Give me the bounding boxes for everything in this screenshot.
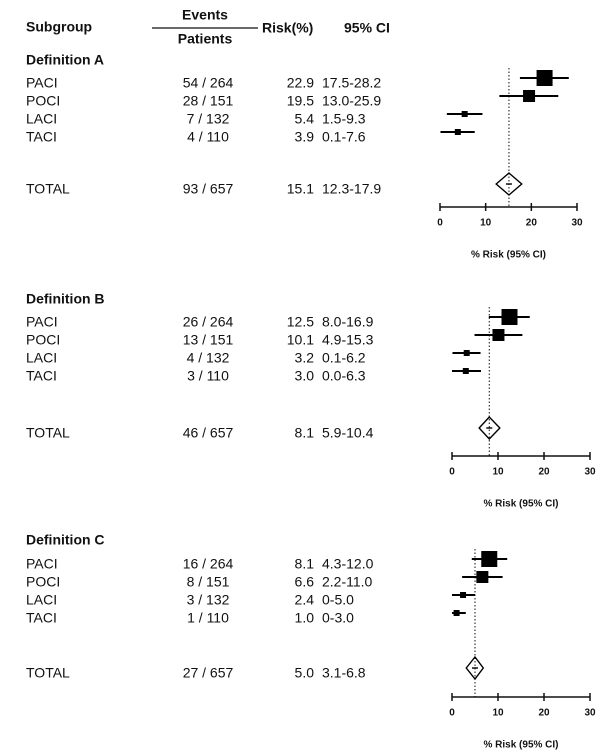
events-label: 93 / 657 <box>183 181 234 197</box>
ci-label: 0.1-7.6 <box>322 129 366 145</box>
events-label: 26 / 264 <box>183 314 234 330</box>
subgroup-label: PACI <box>26 556 58 572</box>
events-label: 4 / 132 <box>187 350 230 366</box>
risk-label: 3.9 <box>295 129 315 145</box>
x-tick-label: 30 <box>584 467 596 478</box>
ci-label: 0-5.0 <box>322 592 354 608</box>
header-subgroup: Subgroup <box>26 19 92 35</box>
ci-label: 0-3.0 <box>322 610 354 626</box>
risk-label: 3.2 <box>295 350 315 366</box>
x-tick-label: 20 <box>526 218 538 229</box>
events-label: 16 / 264 <box>183 556 234 572</box>
ci-label: 4.3-12.0 <box>322 556 374 572</box>
point-estimate <box>501 309 518 325</box>
subgroup-label: POCI <box>26 574 60 590</box>
subgroup-label: TACI <box>26 610 57 626</box>
events-label: 27 / 657 <box>183 665 234 681</box>
risk-label: 5.0 <box>295 665 315 681</box>
risk-label: 15.1 <box>287 181 314 197</box>
x-tick-label: 10 <box>480 218 492 229</box>
ci-label: 3.1-6.8 <box>322 665 366 681</box>
ci-label: 0.1-6.2 <box>322 350 366 366</box>
panel-title: Definition B <box>26 291 105 307</box>
subgroup-label: LACI <box>26 350 57 366</box>
x-tick-label: 10 <box>492 467 504 478</box>
ci-label: 8.0-16.9 <box>322 314 374 330</box>
events-label: 8 / 151 <box>187 574 230 590</box>
ci-label: 2.2-11.0 <box>322 574 373 590</box>
subgroup-label: TACI <box>26 129 57 145</box>
x-tick-label: 20 <box>538 467 550 478</box>
risk-label: 6.6 <box>295 574 315 590</box>
total-diamond <box>495 172 523 196</box>
subgroup-label: TOTAL <box>26 665 70 681</box>
subgroup-label: TACI <box>26 368 57 384</box>
ci-label: 13.0-25.9 <box>322 93 381 109</box>
subgroup-label: POCI <box>26 93 60 109</box>
subgroup-label: LACI <box>26 592 57 608</box>
x-tick-label: 10 <box>492 708 504 719</box>
events-label: 28 / 151 <box>183 93 234 109</box>
point-estimate <box>481 551 498 567</box>
x-tick-label: 30 <box>584 708 596 719</box>
x-tick-label: 0 <box>449 708 455 719</box>
events-label: 4 / 110 <box>187 129 229 145</box>
subgroup-label: TOTAL <box>26 181 70 197</box>
subgroup-label: PACI <box>26 314 58 330</box>
point-estimate <box>462 368 469 374</box>
point-estimate <box>492 329 505 341</box>
risk-label: 8.1 <box>295 425 315 441</box>
subgroup-label: LACI <box>26 111 57 127</box>
point-estimate <box>453 610 460 616</box>
risk-label: 22.9 <box>287 75 314 91</box>
ci-label: 5.9-10.4 <box>322 425 374 441</box>
point-estimate <box>463 350 470 356</box>
point-estimate <box>461 111 468 117</box>
header-events: Events <box>182 7 228 23</box>
risk-label: 8.1 <box>295 556 315 572</box>
x-axis-label: % Risk (95% CI) <box>471 250 546 261</box>
subgroup-label: PACI <box>26 75 58 91</box>
panel-title: Definition A <box>26 52 104 68</box>
risk-label: 19.5 <box>287 93 314 109</box>
risk-label: 10.1 <box>287 332 314 348</box>
events-label: 54 / 264 <box>183 75 234 91</box>
x-tick-label: 30 <box>571 218 583 229</box>
ci-label: 4.9-15.3 <box>322 332 374 348</box>
risk-label: 5.4 <box>295 111 315 127</box>
risk-label: 1.0 <box>295 610 315 626</box>
ci-label: 17.5-28.2 <box>322 75 381 91</box>
events-label: 7 / 132 <box>187 111 230 127</box>
ci-label: 0.0-6.3 <box>322 368 366 384</box>
subgroup-label: TOTAL <box>26 425 70 441</box>
risk-label: 3.0 <box>295 368 315 384</box>
total-diamond <box>465 655 485 681</box>
risk-label: 2.4 <box>295 592 315 608</box>
header-patients: Patients <box>178 31 233 47</box>
x-tick-label: 0 <box>437 218 443 229</box>
events-label: 46 / 657 <box>183 425 234 441</box>
header-ci: 95% CI <box>344 20 390 36</box>
ci-label: 1.5-9.3 <box>322 111 366 127</box>
x-axis-label: % Risk (95% CI) <box>483 499 558 510</box>
point-estimate <box>523 90 536 102</box>
events-label: 1 / 110 <box>187 610 229 626</box>
x-axis-label: % Risk (95% CI) <box>483 740 558 751</box>
events-label: 3 / 132 <box>187 592 230 608</box>
point-estimate <box>476 571 489 583</box>
header-risk: Risk(%) <box>262 20 313 36</box>
ci-label: 12.3-17.9 <box>322 181 381 197</box>
panel-title: Definition C <box>26 532 105 548</box>
events-label: 13 / 151 <box>183 332 234 348</box>
point-estimate <box>460 592 467 598</box>
risk-label: 12.5 <box>287 314 314 330</box>
point-estimate <box>536 70 553 86</box>
x-tick-label: 20 <box>538 708 550 719</box>
x-tick-label: 0 <box>449 467 455 478</box>
events-label: 3 / 110 <box>187 368 229 384</box>
total-diamond <box>478 415 501 441</box>
subgroup-label: POCI <box>26 332 60 348</box>
point-estimate <box>454 129 461 135</box>
